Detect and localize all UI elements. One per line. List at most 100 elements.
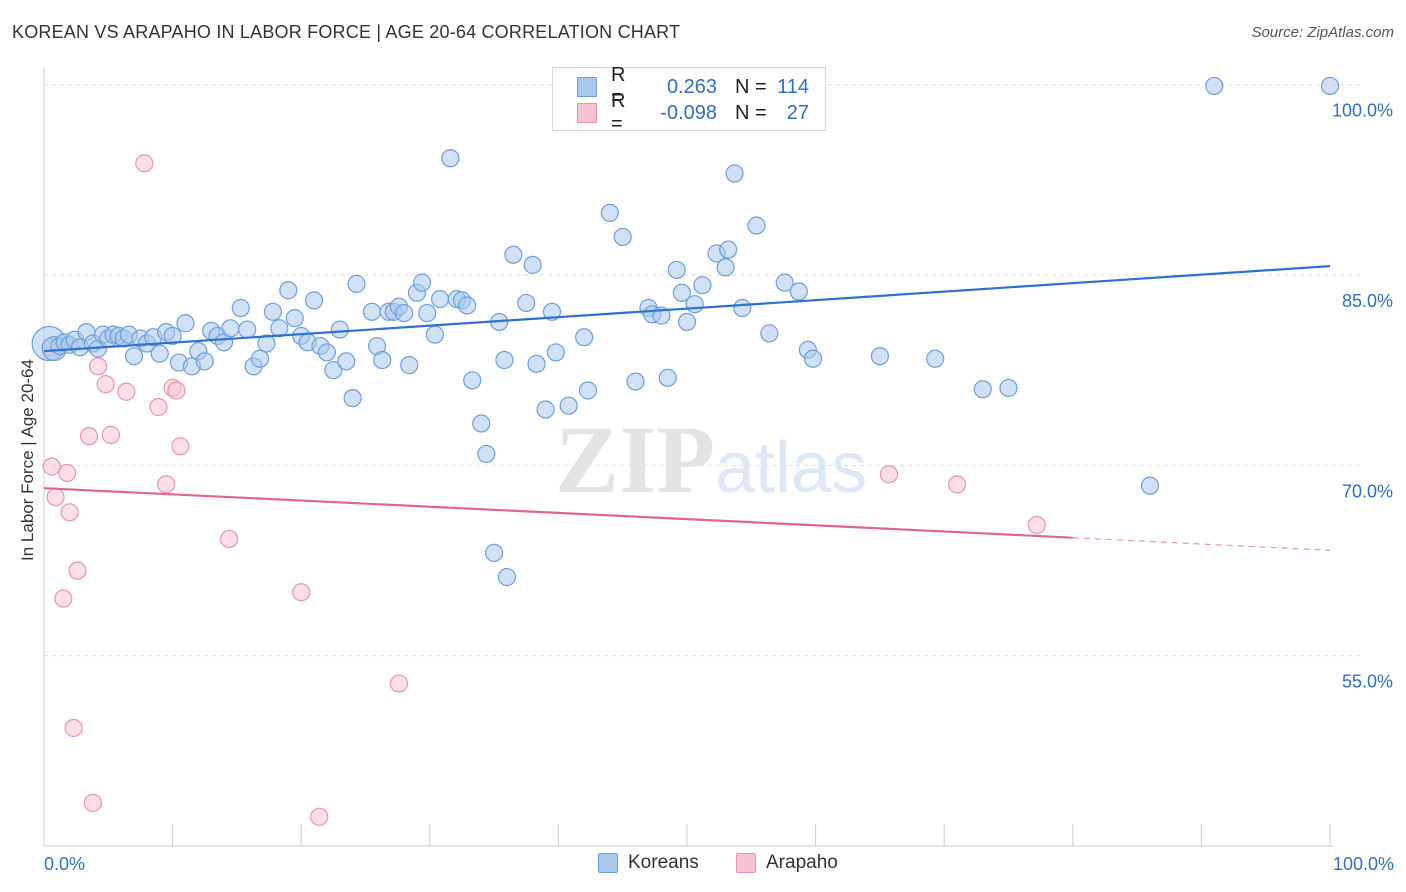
arapaho-point [310, 807, 329, 826]
arapaho-point [171, 437, 190, 456]
series-legend: Koreans Arapaho [0, 852, 1406, 876]
legend-item-arapaho[interactable]: Arapaho [736, 852, 838, 874]
korean-point [362, 302, 382, 321]
korean-point [536, 400, 555, 419]
korean-point [495, 350, 514, 370]
arapaho-trendline-extension [1072, 537, 1331, 551]
arapaho-legend-swatch [736, 853, 756, 873]
arapaho-point [96, 375, 115, 394]
korean-point [803, 349, 823, 368]
r-label: R = [611, 90, 626, 135]
y-axis-label: In Labor Force | Age 20-64 [18, 359, 37, 561]
korean-point [672, 283, 691, 302]
trendlines [43, 265, 1331, 551]
y-tick-label: 100.0% [1332, 101, 1393, 121]
korean-trendline [43, 265, 1331, 353]
n-value: 114 [777, 75, 809, 98]
korean-point [542, 302, 562, 321]
x-tick-label: 0.0% [44, 854, 85, 874]
korean-point [257, 334, 276, 353]
korean-point [425, 325, 445, 344]
source-label: Source: ZipAtlas.com [1251, 24, 1394, 41]
korean-point [373, 350, 392, 370]
korean-point [347, 274, 366, 293]
korean-point [463, 371, 482, 390]
korean-point [1140, 476, 1160, 495]
korean-point [527, 354, 546, 373]
korean-point [330, 320, 349, 339]
legend-row-koreans: R = 0.263 N = 114 [577, 64, 809, 109]
arapaho-point [60, 503, 79, 522]
arapaho-point [42, 457, 61, 476]
arapaho-point [88, 357, 108, 376]
legend-item-koreans[interactable]: Koreans [598, 852, 699, 874]
arapaho-trendline [43, 487, 1073, 539]
arapaho-points [41, 154, 1046, 826]
koreans-legend-label: Koreans [628, 852, 699, 873]
korean-point [693, 276, 712, 295]
korean-point [760, 324, 779, 343]
korean-point [412, 273, 432, 292]
arapaho-point [947, 475, 967, 494]
korean-point [559, 396, 578, 415]
arapaho-point [167, 381, 186, 400]
n-value: 27 [786, 101, 809, 124]
korean-point [600, 203, 619, 222]
gridlines [44, 84, 1360, 657]
arapaho-point [101, 425, 120, 444]
korean-point [973, 380, 992, 399]
korean-point [150, 344, 169, 363]
korean-point [477, 444, 496, 464]
arapaho-point [64, 718, 83, 738]
watermark: ZIP atlas [555, 406, 867, 513]
korean-point [221, 319, 240, 338]
arapaho-point [54, 589, 73, 608]
korean-point [304, 291, 324, 310]
korean-point [613, 227, 632, 247]
korean-point [999, 378, 1018, 398]
korean-point [775, 273, 794, 292]
korean-point [124, 347, 144, 366]
x-tick-label: 100.0% [1333, 854, 1394, 874]
korean-point [457, 296, 477, 315]
chart-title: KOREAN VS ARAPAHO IN LABOR FORCE | AGE 2… [12, 22, 681, 42]
korean-point [485, 543, 504, 562]
korean-points [31, 76, 1340, 587]
korean-point [626, 372, 645, 391]
korean-point [546, 343, 565, 362]
arapaho-point [135, 154, 154, 173]
korean-point [870, 347, 890, 366]
korean-point [418, 303, 437, 323]
korean-point [523, 255, 542, 274]
n-label: N = [735, 75, 767, 98]
koreans-swatch [577, 77, 597, 97]
korean-point [472, 414, 491, 433]
korean-point [677, 312, 697, 332]
arapaho-point [149, 397, 168, 417]
y-tick-label: 85.0% [1342, 291, 1393, 311]
korean-point [285, 309, 304, 328]
korean-point [497, 567, 517, 587]
arapaho-point [1027, 515, 1046, 535]
korean-point [667, 260, 686, 280]
korean-point [279, 281, 298, 300]
koreans-legend-swatch [598, 853, 618, 873]
korean-point [337, 352, 356, 371]
korean-point [719, 240, 738, 259]
arapaho-swatch [577, 103, 597, 123]
y-tick-label: 55.0% [1342, 672, 1393, 692]
korean-point [238, 320, 257, 339]
korean-point [400, 356, 419, 375]
korean-point [517, 293, 536, 313]
arapaho-legend-label: Arapaho [766, 852, 838, 873]
korean-point [504, 245, 523, 264]
r-value: 0.263 [666, 75, 717, 98]
y-tick-label: 70.0% [1342, 481, 1393, 501]
x-ticks: 0.0% 100.0% [43, 824, 1394, 874]
korean-point [1320, 76, 1340, 96]
korean-point [343, 388, 362, 408]
arapaho-point [879, 465, 899, 484]
korean-point [176, 314, 195, 333]
korean-point [231, 298, 250, 318]
